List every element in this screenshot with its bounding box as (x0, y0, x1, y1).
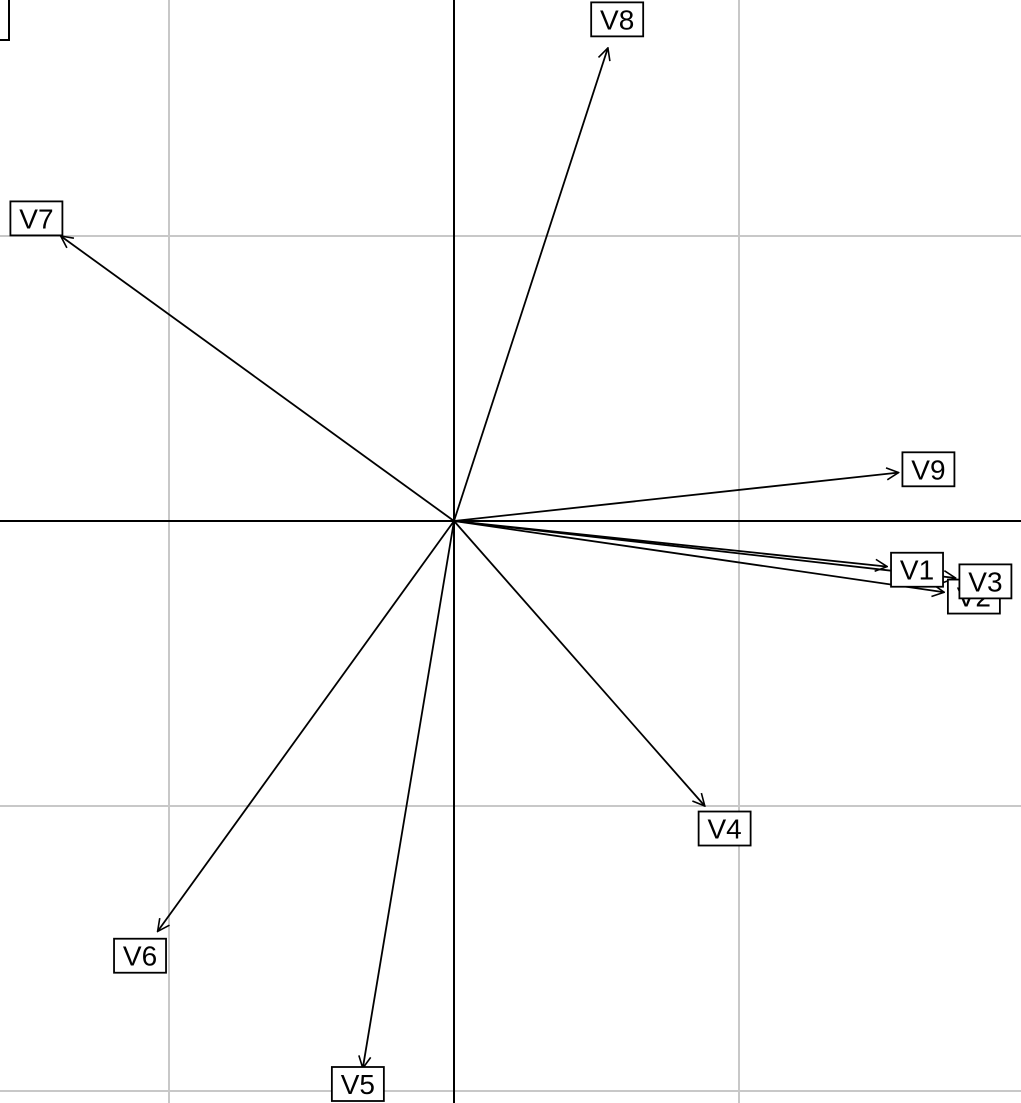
label-frame (113, 937, 167, 974)
corner-frame (0, 0, 10, 41)
label-frame (697, 810, 752, 847)
variable-label: V4 (707, 814, 741, 845)
arrow-v2 (453, 520, 944, 592)
label-frame (958, 563, 1013, 600)
label-box-v6: V6 (113, 937, 167, 974)
variable-label: V3 (968, 566, 1002, 597)
arrow-v3 (453, 520, 956, 578)
label-frame (590, 1, 645, 38)
label-box-v7: V7 (9, 200, 64, 237)
variable-arrows (61, 48, 956, 1068)
label-box-v8: V8 (590, 1, 645, 38)
arrow-v4 (453, 520, 705, 806)
variable-label: V8 (600, 4, 634, 35)
label-frame (901, 451, 956, 488)
label-box-v9: V9 (901, 451, 956, 488)
variable-label: V5 (341, 1069, 375, 1100)
label-frame (890, 551, 944, 588)
arrow-v6 (158, 520, 455, 931)
label-box-v3: V3 (958, 563, 1013, 600)
arrow-v9 (453, 473, 899, 522)
variable-labels: V1V2V3V4V5V6V7V8V9 (9, 1, 1013, 1102)
label-frame (330, 1066, 385, 1102)
arrow-v7 (61, 236, 455, 522)
variable-label: V6 (123, 941, 157, 972)
arrow-v5 (363, 520, 455, 1068)
variable-label: V9 (911, 454, 945, 485)
label-box-v1: V1 (890, 551, 944, 588)
label-frame (9, 200, 64, 237)
label-box-v4: V4 (697, 810, 752, 847)
variable-label: V1 (900, 555, 934, 586)
variable-label: V7 (19, 203, 53, 234)
arrow-v8 (453, 48, 608, 522)
label-box-v5: V5 (330, 1066, 385, 1102)
